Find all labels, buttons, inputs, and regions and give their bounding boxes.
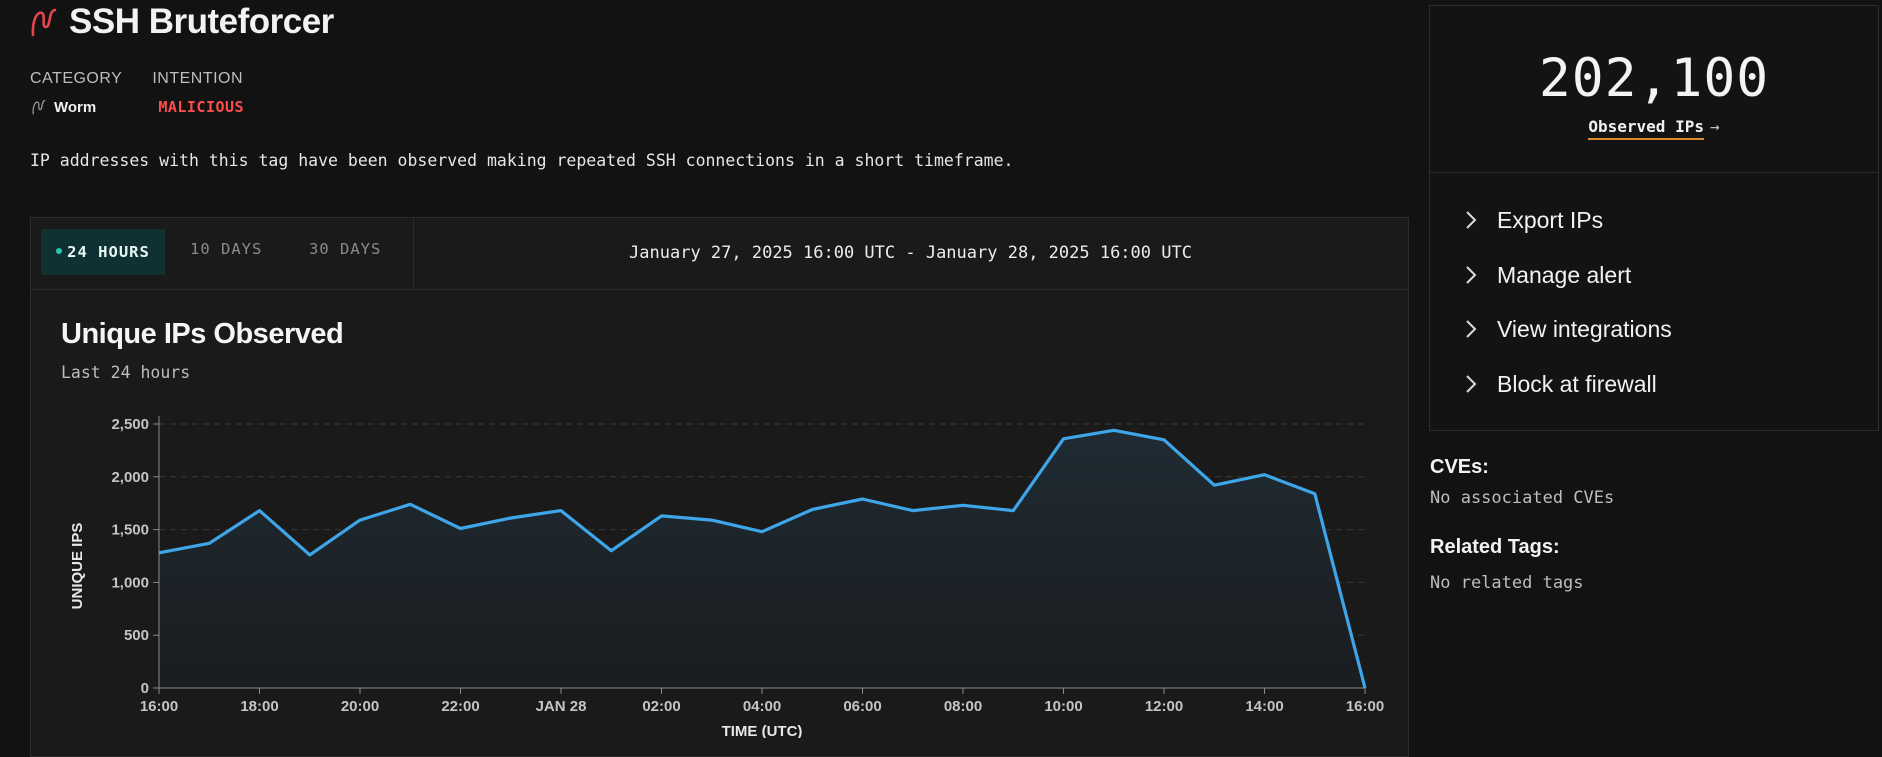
data-point (1062, 437, 1066, 441)
data-point (1162, 438, 1166, 442)
chart-title: Unique IPs Observed (61, 318, 344, 350)
x-tick-label: 08:00 (944, 698, 982, 715)
chevron-right-icon (1466, 211, 1477, 229)
worm-logo-icon (31, 8, 57, 37)
observed-ips-link[interactable]: Observed IPs → (1430, 117, 1878, 140)
category-label: CATEGORY (30, 70, 123, 87)
tab-24-hours-label: 24 HOURS (67, 243, 150, 261)
x-tick-label: 04:00 (743, 698, 781, 715)
active-dot (56, 247, 63, 254)
cves-text: No associated CVEs (1430, 488, 1615, 508)
x-tick-label: 06:00 (843, 698, 881, 715)
activity-panel: 24 HOURS 10 DAYS 30 DAYS January 27, 202… (30, 217, 1409, 757)
chevron-right-icon (1466, 320, 1477, 338)
x-tick-label: 22:00 (441, 698, 479, 715)
data-point (1263, 473, 1267, 477)
data-point (660, 514, 664, 518)
related-tags-heading: Related Tags: (1430, 536, 1560, 558)
x-tick-label: 12:00 (1145, 698, 1183, 715)
y-axis-title: UNIQUE IPS (69, 523, 86, 610)
chevron-right-icon (1466, 375, 1477, 393)
category-value: Worm (30, 98, 122, 116)
manage-alert-button[interactable]: Manage alert (1465, 260, 1631, 290)
tag-description: IP addresses with this tag have been obs… (30, 151, 1014, 170)
y-tick-label: 1,500 (111, 522, 149, 539)
intention-value: MALICIOUS (158, 98, 245, 116)
x-tick-label: JAN 28 (536, 698, 587, 715)
tab-30-days[interactable]: 30 DAYS (309, 240, 382, 258)
view-integrations-label: View integrations (1497, 315, 1672, 342)
block-at-firewall-label: Block at firewall (1497, 370, 1657, 397)
y-tick-label: 0 (141, 680, 149, 697)
y-tick-label: 2,000 (111, 469, 149, 486)
data-point (1112, 428, 1116, 432)
x-tick-label: 20:00 (341, 698, 379, 715)
data-point (760, 530, 764, 534)
category-text: Worm (54, 98, 97, 116)
data-point (1011, 509, 1015, 513)
tag-meta: CATEGORY Worm INTENTION MALICIOUS (30, 70, 244, 116)
page-title: SSH Bruteforcer (69, 2, 334, 41)
time-range-bar: 24 HOURS 10 DAYS 30 DAYS January 27, 202… (31, 218, 1408, 290)
x-tick-label: 02:00 (642, 698, 680, 715)
data-point (1212, 483, 1216, 487)
x-tick-label: 16:00 (1346, 698, 1384, 715)
x-tick-label: 10:00 (1044, 698, 1082, 715)
data-point (810, 508, 814, 512)
x-tick-label: 16:00 (140, 698, 178, 715)
observed-ips-count: 202,100 (1538, 48, 1770, 109)
y-tick-label: 2,500 (111, 416, 149, 433)
chart-tick-labels: 0 500 1,000 1,500 2,000 2,500 16:00 18:00 20:00 2… (69, 416, 1384, 738)
observed-ips-label: Observed IPs (1588, 117, 1704, 140)
data-point (308, 553, 312, 557)
x-tick-label: 18:00 (240, 698, 278, 715)
view-integrations-button[interactable]: View integrations (1465, 314, 1672, 344)
data-point (1363, 686, 1367, 690)
data-point (609, 549, 613, 553)
data-point (559, 509, 563, 513)
time-tabs: 24 HOURS 10 DAYS 30 DAYS (31, 218, 414, 289)
unique-ips-chart: 0 500 1,000 1,500 2,000 2,500 16:00 18:00 20:00 2… (69, 416, 1384, 738)
data-point (710, 518, 714, 522)
data-point (358, 518, 362, 522)
data-point (157, 551, 161, 555)
cves-heading: CVEs: (1430, 456, 1489, 478)
chart-area-fill (159, 430, 1365, 688)
date-range: January 27, 2025 16:00 UTC - January 28,… (629, 243, 1192, 263)
export-ips-label: Export IPs (1497, 206, 1604, 233)
chart-subtitle: Last 24 hours (61, 363, 191, 382)
arrow-right-icon: → (1709, 117, 1720, 136)
chevron-right-icon (1466, 266, 1477, 284)
tab-24-hours[interactable]: 24 HOURS (41, 229, 165, 275)
data-point (861, 497, 865, 501)
data-point (961, 503, 965, 507)
manage-alert-label: Manage alert (1497, 261, 1632, 288)
intention-block: INTENTION MALICIOUS (152, 70, 244, 116)
data-point (1313, 492, 1317, 496)
x-axis-title: TIME (UTC) (722, 723, 803, 738)
observed-ips-block: 202,100 Observed IPs → (1430, 6, 1878, 173)
y-tick-label: 500 (124, 627, 149, 644)
x-tick-label: 14:00 (1245, 698, 1283, 715)
page-header: SSH Bruteforcer (29, 2, 334, 42)
data-point (911, 509, 915, 513)
data-point (459, 527, 463, 531)
stats-card: 202,100 Observed IPs → Export IPs Manage … (1429, 5, 1879, 431)
intention-label: INTENTION (152, 70, 244, 87)
category-block: CATEGORY Worm (30, 70, 122, 116)
export-ips-button[interactable]: Export IPs (1465, 205, 1603, 235)
data-point (509, 516, 513, 520)
data-point (258, 509, 262, 513)
block-at-firewall-button[interactable]: Block at firewall (1465, 369, 1657, 399)
related-tags-text: No related tags (1430, 573, 1584, 593)
y-tick-label: 1,000 (111, 574, 149, 591)
data-point (207, 541, 211, 545)
data-point (408, 502, 412, 506)
series-line (158, 428, 1367, 689)
tab-10-days[interactable]: 10 DAYS (190, 240, 263, 258)
worm-icon (32, 100, 46, 115)
